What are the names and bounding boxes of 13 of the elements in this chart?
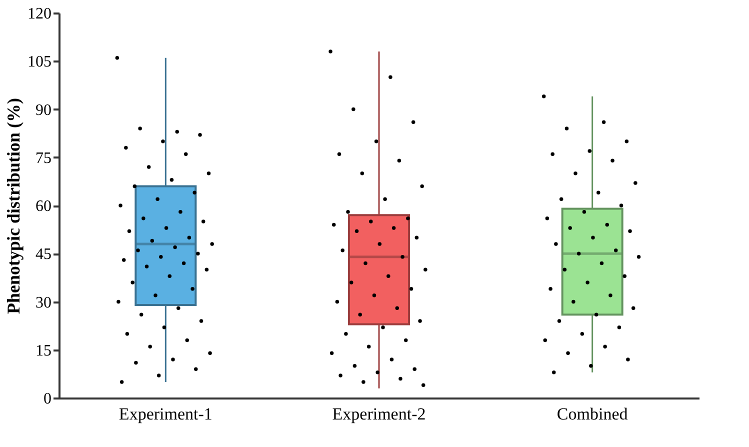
y-tick-label: 0 — [44, 390, 52, 408]
y-tick-label: 105 — [28, 54, 52, 71]
y-tick-label: 30 — [36, 294, 52, 312]
x-tick-label: Combined — [556, 404, 628, 424]
y-tick-label: 15 — [36, 342, 52, 360]
y-tick-label: 75 — [36, 150, 52, 167]
y-tick-label: 90 — [36, 102, 52, 119]
x-tick-label: Experiment-2 — [332, 404, 426, 424]
y-tick-label: 60 — [36, 198, 52, 215]
y-axis-title: Phenotypic distribution (%) — [4, 98, 24, 314]
y-tick-label: 45 — [36, 246, 52, 264]
y-tick-label: 120 — [28, 6, 52, 22]
x-tick-label: Experiment-1 — [118, 404, 212, 424]
